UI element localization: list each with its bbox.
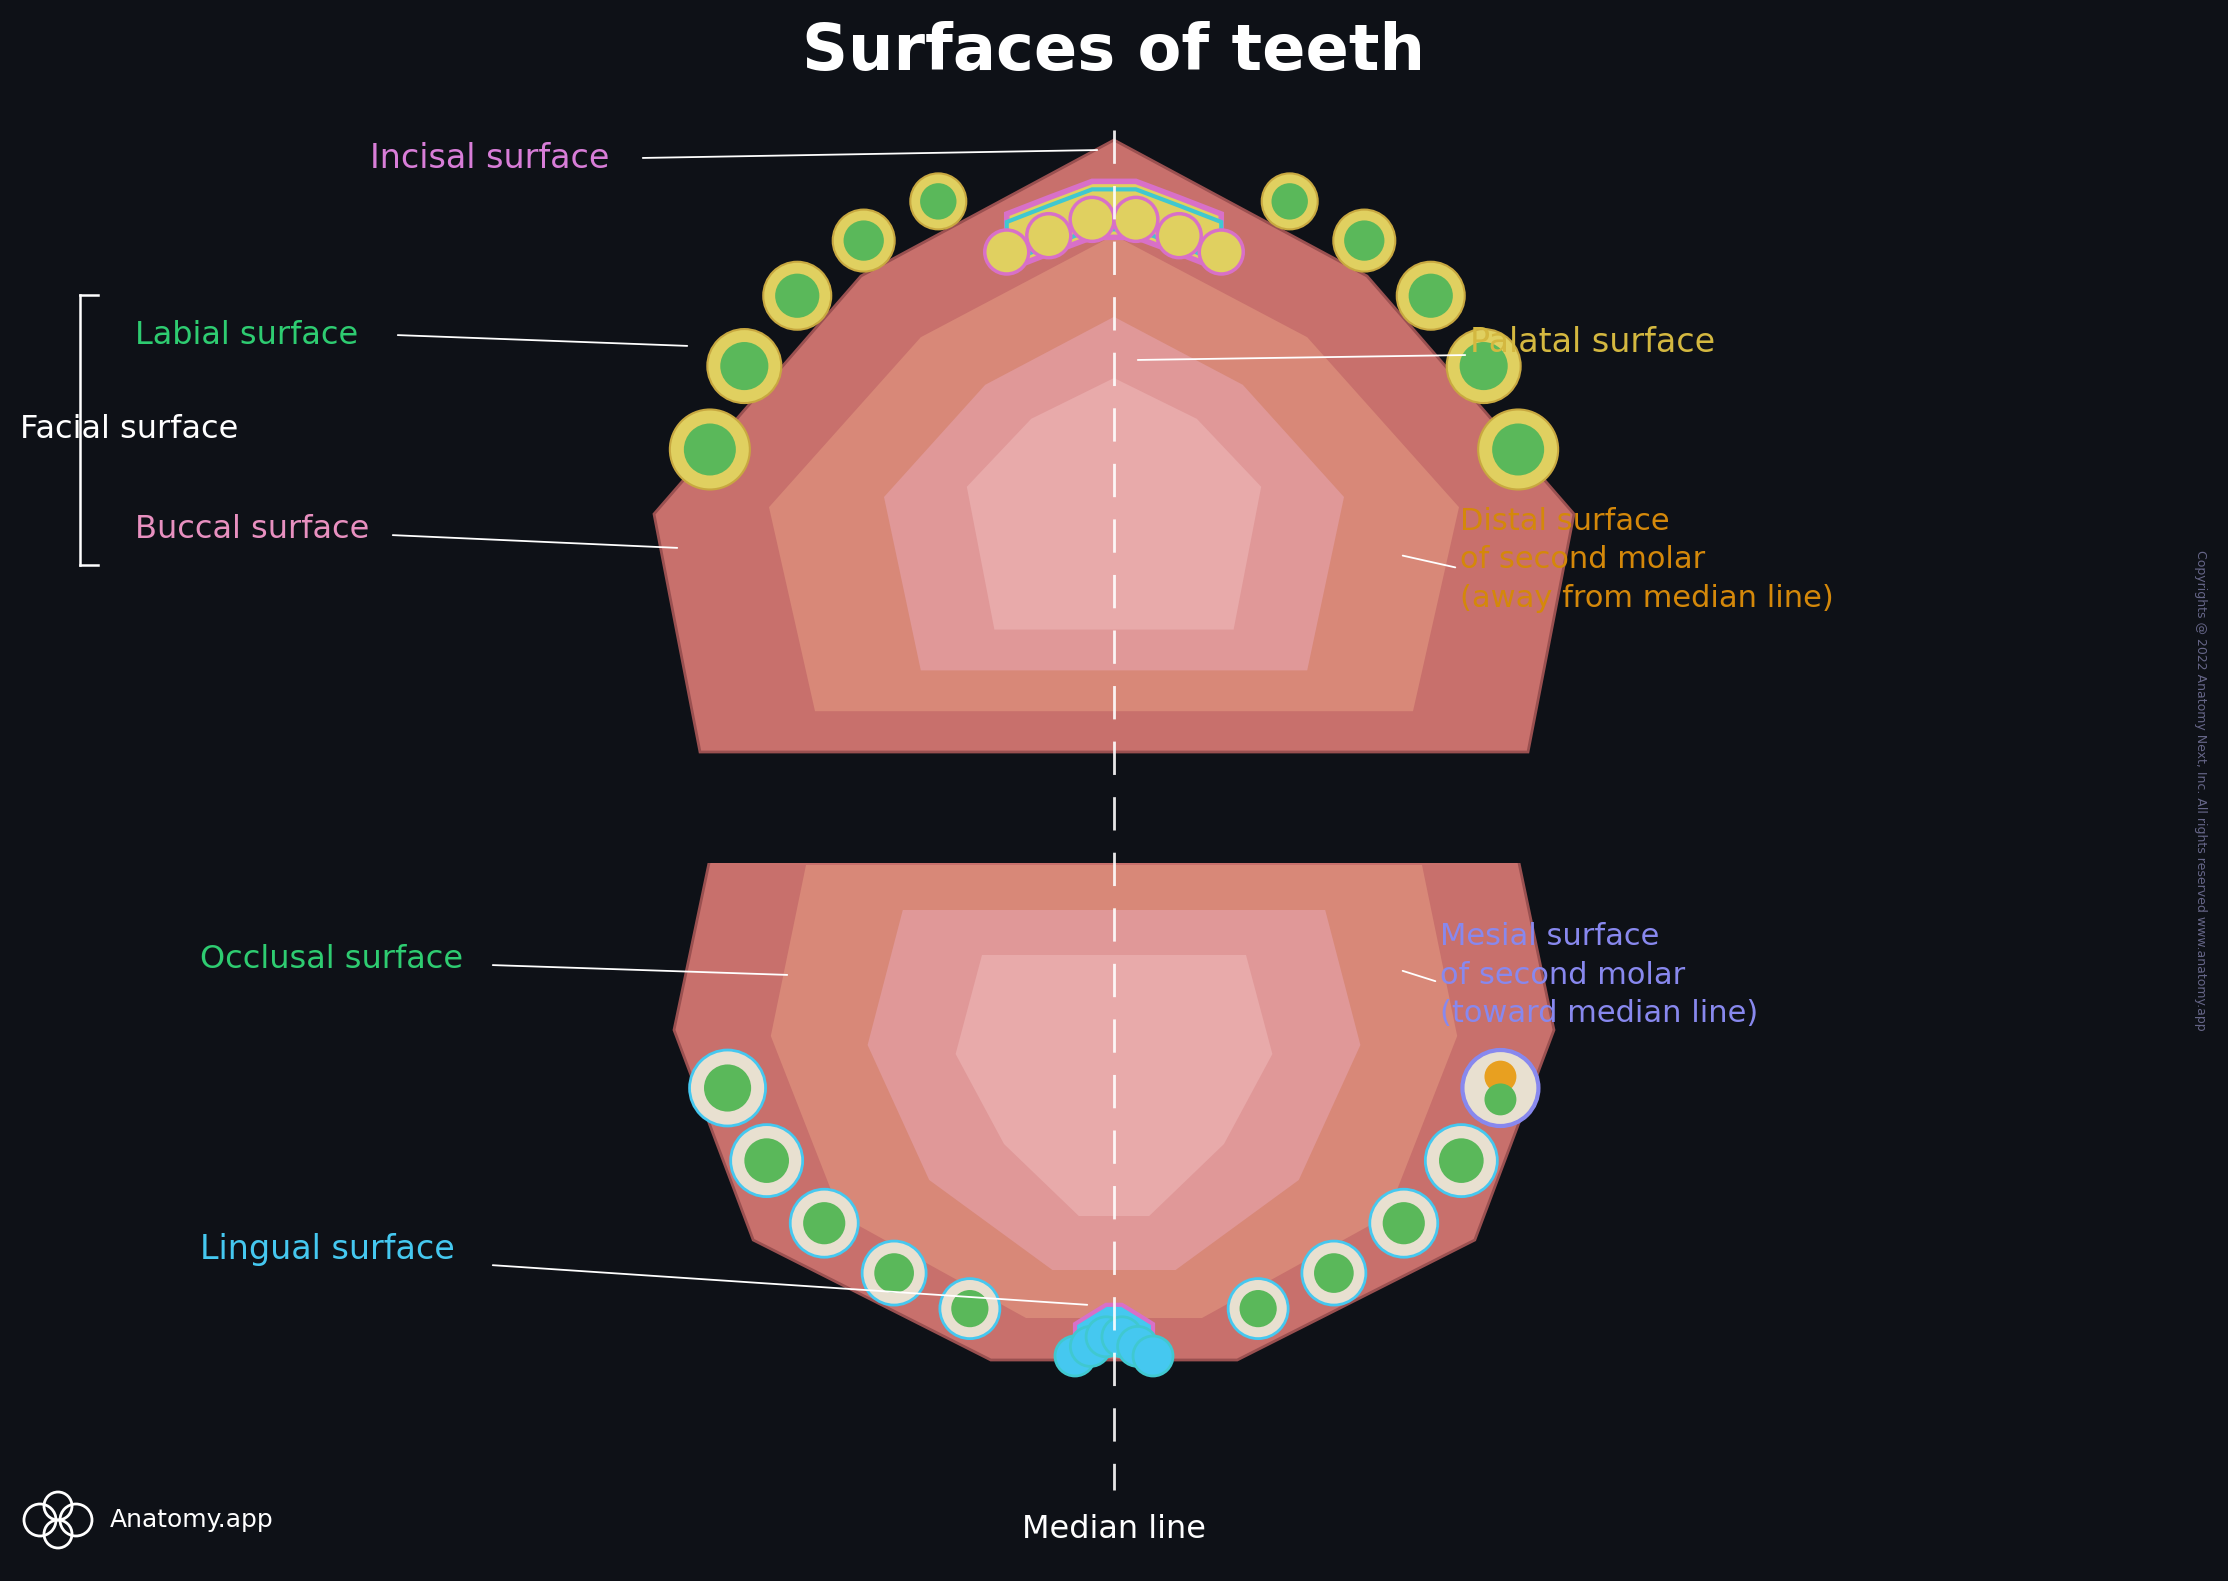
Circle shape [1301,1241,1366,1304]
Circle shape [1156,213,1201,258]
Circle shape [1384,1202,1426,1244]
Text: Copyrights @ 2022 Anatomy Next, Inc. All rights reserved www.anatomy.app: Copyrights @ 2022 Anatomy Next, Inc. All… [2195,550,2206,1031]
Circle shape [940,1279,1000,1339]
Circle shape [706,329,782,403]
Circle shape [1272,183,1308,220]
Circle shape [1261,174,1317,229]
Circle shape [671,409,751,490]
Circle shape [873,1254,913,1293]
Text: Facial surface: Facial surface [20,414,238,446]
Bar [499,795,1729,863]
Polygon shape [967,378,1261,629]
Circle shape [764,262,831,330]
Polygon shape [867,911,1361,1270]
Circle shape [688,1050,766,1126]
Circle shape [951,1290,989,1326]
Circle shape [802,1202,844,1244]
Circle shape [1085,1317,1125,1356]
Text: Buccal surface: Buccal surface [136,514,370,545]
Circle shape [1027,213,1072,258]
Circle shape [1199,229,1243,274]
Polygon shape [675,821,1553,1360]
Polygon shape [1074,1304,1154,1372]
Polygon shape [771,865,1457,1319]
Circle shape [1446,329,1522,403]
Circle shape [775,274,820,318]
Circle shape [684,424,735,476]
Text: Occlusal surface: Occlusal surface [201,944,463,975]
Polygon shape [956,955,1272,1216]
Circle shape [1484,1083,1517,1115]
Circle shape [862,1241,927,1304]
Circle shape [833,210,896,272]
Circle shape [1370,1189,1437,1257]
Circle shape [704,1064,751,1111]
Circle shape [844,220,885,261]
Circle shape [1134,1336,1172,1375]
Circle shape [1228,1279,1288,1339]
Circle shape [1493,424,1544,476]
Text: Anatomy.app: Anatomy.app [109,1508,274,1532]
Circle shape [744,1138,789,1183]
Circle shape [1103,1317,1143,1356]
Text: Labial surface: Labial surface [136,319,359,351]
Polygon shape [655,141,1573,753]
Circle shape [1332,210,1395,272]
Circle shape [1069,198,1114,242]
Circle shape [1426,1124,1497,1197]
Circle shape [791,1189,858,1257]
Text: Incisal surface: Incisal surface [370,142,610,174]
Text: Lingual surface: Lingual surface [201,1233,455,1266]
Text: Mesial surface
of second molar
(toward median line): Mesial surface of second molar (toward m… [1439,922,1758,1028]
Circle shape [1484,1061,1517,1092]
Circle shape [1056,1336,1094,1375]
Polygon shape [1007,190,1221,262]
Circle shape [1114,198,1159,242]
Circle shape [1397,262,1464,330]
Text: Surfaces of teeth: Surfaces of teeth [802,21,1426,82]
Polygon shape [1007,182,1221,270]
Circle shape [1459,341,1508,391]
Circle shape [1343,220,1384,261]
Circle shape [1439,1138,1484,1183]
Circle shape [1315,1254,1355,1293]
Circle shape [1239,1290,1277,1326]
Circle shape [920,183,956,220]
Text: Median line: Median line [1023,1515,1205,1546]
Text: Palatal surface: Palatal surface [1470,326,1716,359]
Circle shape [1408,274,1453,318]
Circle shape [731,1124,802,1197]
Polygon shape [769,236,1459,711]
Circle shape [1118,1326,1159,1366]
Circle shape [1462,1050,1540,1126]
Circle shape [1477,409,1557,490]
Polygon shape [885,316,1343,670]
Circle shape [720,341,769,391]
Circle shape [911,174,967,229]
Text: Distal surface
of second molar
(away from median line): Distal surface of second molar (away fro… [1459,508,1834,613]
Circle shape [985,229,1029,274]
Circle shape [1069,1326,1110,1366]
